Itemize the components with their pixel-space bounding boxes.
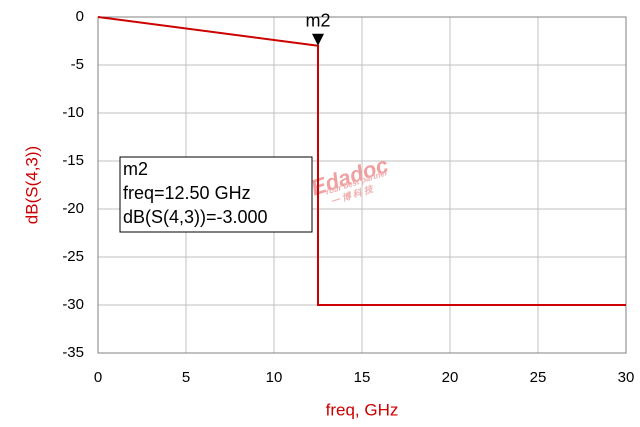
x-tick-label: 30 (618, 369, 635, 386)
x-tick-label: 15 (354, 369, 371, 386)
y-tick-label: -5 (71, 56, 84, 73)
x-axis-title: freq, GHz (326, 400, 399, 419)
x-tick-label: 5 (182, 369, 190, 386)
marker (312, 33, 324, 46)
series-line (97, 16, 626, 306)
marker-box-text: m2 (123, 159, 148, 179)
x-tick-label: 0 (94, 369, 102, 386)
x-tick-label: 10 (266, 369, 283, 386)
plot-frame (97, 16, 627, 354)
marker-box (119, 156, 313, 233)
y-tick-label: -25 (62, 248, 84, 265)
y-tick-label: -30 (62, 296, 84, 313)
x-tick-label: 25 (530, 369, 547, 386)
y-tick-label: -35 (62, 344, 84, 361)
x-tick-label: 20 (442, 369, 459, 386)
marker-box-text: dB(S(4,3))=-3.000 (123, 207, 268, 227)
y-tick-label: -15 (62, 152, 84, 169)
y-tick-label: -10 (62, 104, 84, 121)
marker-label: m2 (305, 11, 330, 31)
marker-box-text: freq=12.50 GHz (123, 183, 251, 203)
y-axis-title: dB(S(4,3)) (22, 146, 41, 224)
y-tick-label: 0 (76, 8, 84, 25)
y-tick-label: -20 (62, 200, 84, 217)
